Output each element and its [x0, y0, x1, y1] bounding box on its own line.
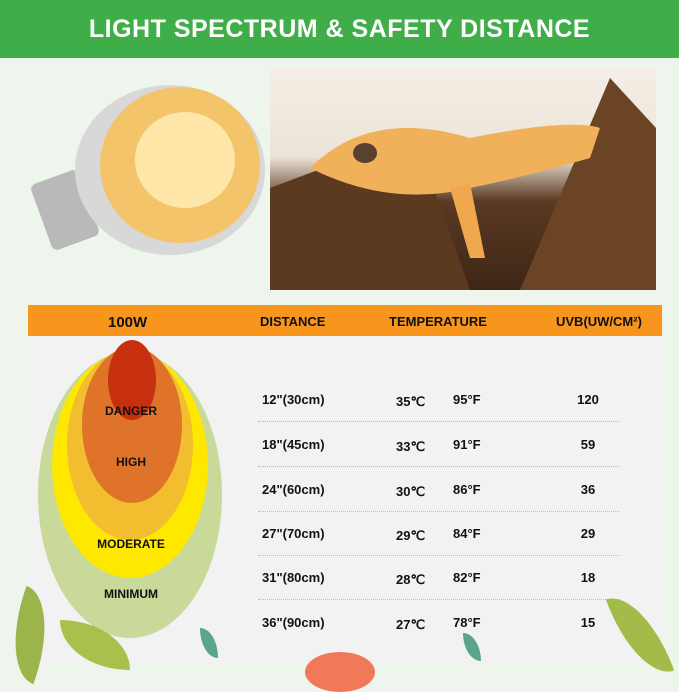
cell-celsius: 30℃ — [396, 484, 426, 499]
header-temperature: TEMPERATURE — [389, 314, 487, 329]
header-uvb: UVB(UW/CM²) — [556, 314, 642, 329]
cell-celsius: 28℃ — [396, 572, 426, 587]
row-divider — [258, 599, 620, 600]
cell-fahrenheit: 91°F — [453, 437, 481, 452]
cell-distance: 27"(70cm) — [262, 526, 325, 541]
cell-uvb: 36 — [580, 482, 596, 497]
cell-distance: 12"(30cm) — [262, 392, 325, 407]
cell-uvb: 15 — [580, 615, 596, 630]
zone-label-high: HIGH — [116, 455, 146, 469]
cell-uvb: 18 — [580, 570, 596, 585]
zone-high — [82, 347, 182, 503]
row-divider — [258, 466, 620, 467]
zone-label-danger: DANGER — [104, 404, 157, 418]
fruit-decoration — [305, 652, 375, 692]
row-divider — [258, 555, 620, 556]
page-title: LIGHT SPECTRUM & SAFETY DISTANCE — [88, 14, 591, 43]
gecko-photo — [270, 68, 656, 290]
cell-distance: 18"(45cm) — [262, 437, 325, 452]
title-banner: LIGHT SPECTRUM & SAFETY DISTANCE — [0, 0, 679, 58]
cell-fahrenheit: 84°F — [453, 526, 481, 541]
table-header: 100W DISTANCE TEMPERATURE UVB(UW/CM²) — [28, 305, 662, 336]
cell-celsius: 35℃ — [396, 394, 426, 409]
row-divider — [258, 511, 620, 512]
header-wattage: 100W — [108, 314, 148, 331]
cell-fahrenheit: 95°F — [453, 392, 481, 407]
cell-distance: 36"(90cm) — [262, 615, 325, 630]
cell-uvb: 120 — [577, 392, 599, 407]
cell-uvb: 59 — [580, 437, 596, 452]
cell-distance: 24"(60cm) — [262, 482, 325, 497]
zone-danger — [108, 340, 156, 420]
cell-distance: 31"(80cm) — [262, 570, 325, 585]
row-divider — [258, 421, 620, 422]
zone-label-minimum: MINIMUM — [104, 587, 158, 601]
cell-fahrenheit: 78°F — [453, 615, 481, 630]
zone-label-moderate: MODERATE — [97, 537, 165, 551]
cell-celsius: 33℃ — [396, 439, 426, 454]
header-distance: DISTANCE — [260, 314, 326, 329]
heat-bulb-image — [31, 85, 265, 255]
cell-celsius: 27℃ — [396, 617, 426, 632]
cell-celsius: 29℃ — [396, 528, 426, 543]
cell-fahrenheit: 86°F — [453, 482, 481, 497]
cell-uvb: 29 — [580, 526, 596, 541]
heat-zone-diagram — [38, 340, 222, 638]
cell-fahrenheit: 82°F — [453, 570, 481, 585]
